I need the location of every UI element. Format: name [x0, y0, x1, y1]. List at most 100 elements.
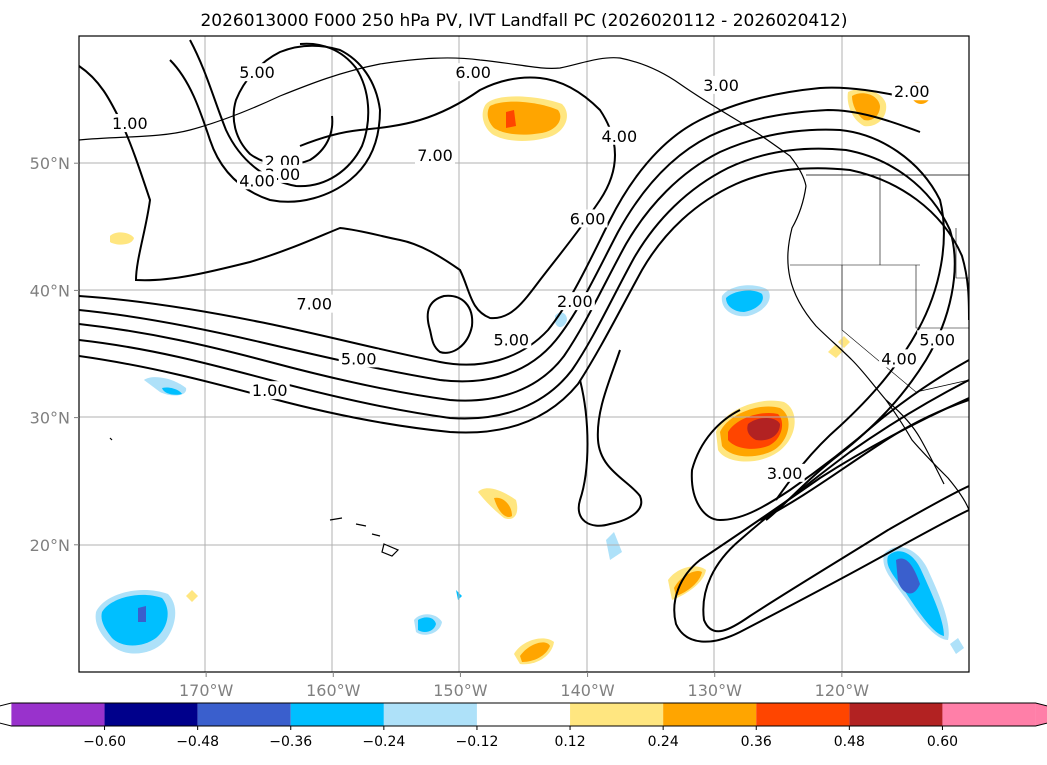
contour-label: 5.00	[919, 330, 955, 349]
shade-orange-dot	[186, 590, 198, 602]
shade-orange-3c	[520, 642, 550, 662]
contour-label: 4.00	[239, 171, 275, 190]
contour-label: 2.00	[557, 292, 593, 311]
island-hawaii	[329, 517, 400, 557]
contour-line	[79, 65, 616, 320]
shade-orange-2c	[674, 570, 702, 596]
colorbar-bin	[476, 703, 571, 726]
shade-blue-se-dark	[896, 558, 920, 594]
contour-label: 5.00	[239, 63, 275, 82]
graticule	[79, 36, 969, 672]
y-tick-labels: 20°N 30°N 40°N 50°N	[30, 154, 79, 555]
contour-line	[169, 44, 382, 203]
shade-blue-small-2	[606, 532, 622, 560]
contour-label-halo	[701, 75, 742, 94]
contour-label-halo	[567, 209, 608, 228]
map-frame	[78, 35, 970, 673]
contour-line	[673, 397, 969, 643]
contour-label: 4.00	[602, 127, 638, 146]
border-states	[790, 175, 969, 393]
contour-line	[702, 379, 969, 633]
shade-blue-sw-core	[101, 594, 168, 646]
colorbar-tick-label: 0.36	[741, 734, 772, 750]
shade-west-1	[110, 232, 134, 245]
contour-labels: 1.00 5.00 6.00 2.00 3.00 4.00 7.00 3.00 4.00 6.00…	[109, 63, 958, 483]
contour-label: 5.00	[493, 330, 529, 349]
shade-red-dark	[747, 418, 780, 441]
contour-label-halo	[879, 349, 920, 368]
shade-light-blue-1b	[162, 387, 182, 395]
contour-label: 6.00	[570, 209, 606, 228]
contour-label-halo	[917, 330, 958, 349]
colorbar	[0, 702, 1047, 727]
contour-label-halo	[554, 292, 595, 311]
contour-label-halo	[237, 171, 277, 190]
colorbar-bin	[942, 703, 1036, 726]
colorbar-tick-label: −0.60	[83, 734, 126, 750]
x-tick-label: 130°W	[688, 681, 743, 700]
contour-label-halo	[338, 349, 379, 368]
coastline-bc-us	[787, 185, 969, 511]
contour-label: 7.00	[417, 146, 453, 165]
shade-gulf-alaska-core	[487, 101, 561, 135]
x-tick-label: 160°W	[306, 681, 361, 700]
contour-line	[690, 359, 969, 522]
shade-blue-sw-dark	[138, 606, 146, 622]
map-area: 1.00 5.00 6.00 2.00 3.00 4.00 7.00 3.00 4.00 6.00…	[79, 36, 969, 672]
coastlines	[79, 57, 969, 557]
colorbar-bin	[11, 703, 105, 726]
contour-label-halo	[415, 145, 455, 164]
contour-label: 7.00	[296, 295, 332, 314]
contour-line	[577, 349, 643, 527]
contour-label-halo	[891, 82, 932, 101]
colorbar-tick-label: −0.12	[455, 734, 498, 750]
y-tick-label: 40°N	[30, 281, 70, 300]
contour-label: 2.00	[894, 82, 930, 101]
x-tick-label: 120°W	[815, 681, 870, 700]
shade-blue-se-tail	[950, 638, 964, 654]
colorbar-bin	[663, 703, 757, 726]
contour-label-halo	[599, 126, 640, 145]
contour-label: 3.00	[767, 464, 803, 483]
contour-line	[189, 39, 370, 188]
colorbar-bin	[383, 703, 477, 726]
map-background	[79, 36, 969, 672]
x-tick-label: 170°W	[179, 681, 234, 700]
shade-blue-ca-core	[726, 290, 763, 312]
shade-blue-small-1c	[418, 617, 436, 632]
contour-line	[79, 128, 945, 501]
contour-line	[79, 108, 921, 383]
contour-label-halo	[237, 63, 277, 82]
contour-label-halo	[249, 381, 290, 400]
x-tick-labels: 170°W 160°W 150°W 140°W 130°W 120°W	[179, 672, 869, 700]
contour-label: 1.00	[252, 381, 288, 400]
colorbar-bin	[849, 703, 943, 726]
colorbar-tick-labels: −0.60 −0.48 −0.36 −0.24 −0.12 0.12 0.24 0.36 0.4…	[83, 726, 958, 750]
coastline-baja	[885, 399, 945, 485]
colorbar-outline	[0, 702, 1047, 727]
contour-label-halo	[453, 63, 494, 82]
colorbar-tick-label: −0.36	[269, 734, 312, 750]
x-tick-label: 140°W	[560, 681, 615, 700]
colorbar-tick-label: −0.48	[176, 734, 219, 750]
shade-gulf-alaska-peak	[506, 110, 516, 128]
x-tick-label: 150°W	[433, 681, 488, 700]
colorbar-bin	[570, 703, 664, 726]
contour-lines	[79, 39, 969, 643]
coastline-alaska	[79, 57, 807, 187]
contour-label-halo	[764, 463, 805, 482]
y-tick-label: 30°N	[30, 409, 70, 428]
contour-label-halo	[109, 114, 150, 133]
colorbar-bin	[290, 703, 384, 726]
colorbar-bin	[756, 703, 850, 726]
contour-label: 4.00	[881, 349, 917, 368]
colorbar-tick-label: −0.24	[362, 734, 405, 750]
colorbar-bin	[104, 703, 198, 726]
chart-title: 2026013000 F000 250 hPa PV, IVT Landfall…	[200, 11, 847, 31]
border-us-mexico	[915, 379, 969, 393]
shade-orange-1c	[494, 497, 512, 518]
contour-line	[426, 294, 474, 354]
colorbar-tick-label: 0.60	[927, 734, 958, 750]
contour-line	[79, 147, 956, 521]
